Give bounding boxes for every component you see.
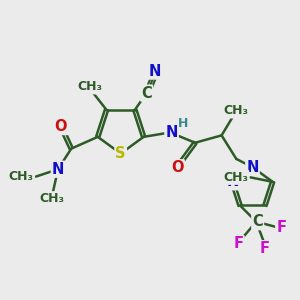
Text: N: N [165, 125, 178, 140]
Text: N: N [226, 174, 238, 189]
Text: CH₃: CH₃ [78, 80, 103, 93]
Text: F: F [276, 220, 286, 235]
Text: CH₃: CH₃ [223, 171, 248, 184]
Text: C: C [252, 214, 263, 229]
Text: CH₃: CH₃ [40, 192, 64, 205]
Text: N: N [52, 162, 64, 177]
Text: N: N [148, 64, 161, 79]
Text: O: O [55, 119, 67, 134]
Text: F: F [260, 241, 270, 256]
Text: F: F [234, 236, 244, 251]
Text: S: S [116, 146, 126, 161]
Text: H: H [178, 117, 188, 130]
Text: N: N [246, 160, 259, 175]
Text: CH₃: CH₃ [224, 104, 249, 118]
Text: C: C [141, 85, 152, 100]
Text: O: O [171, 160, 184, 175]
Text: CH₃: CH₃ [9, 170, 34, 183]
